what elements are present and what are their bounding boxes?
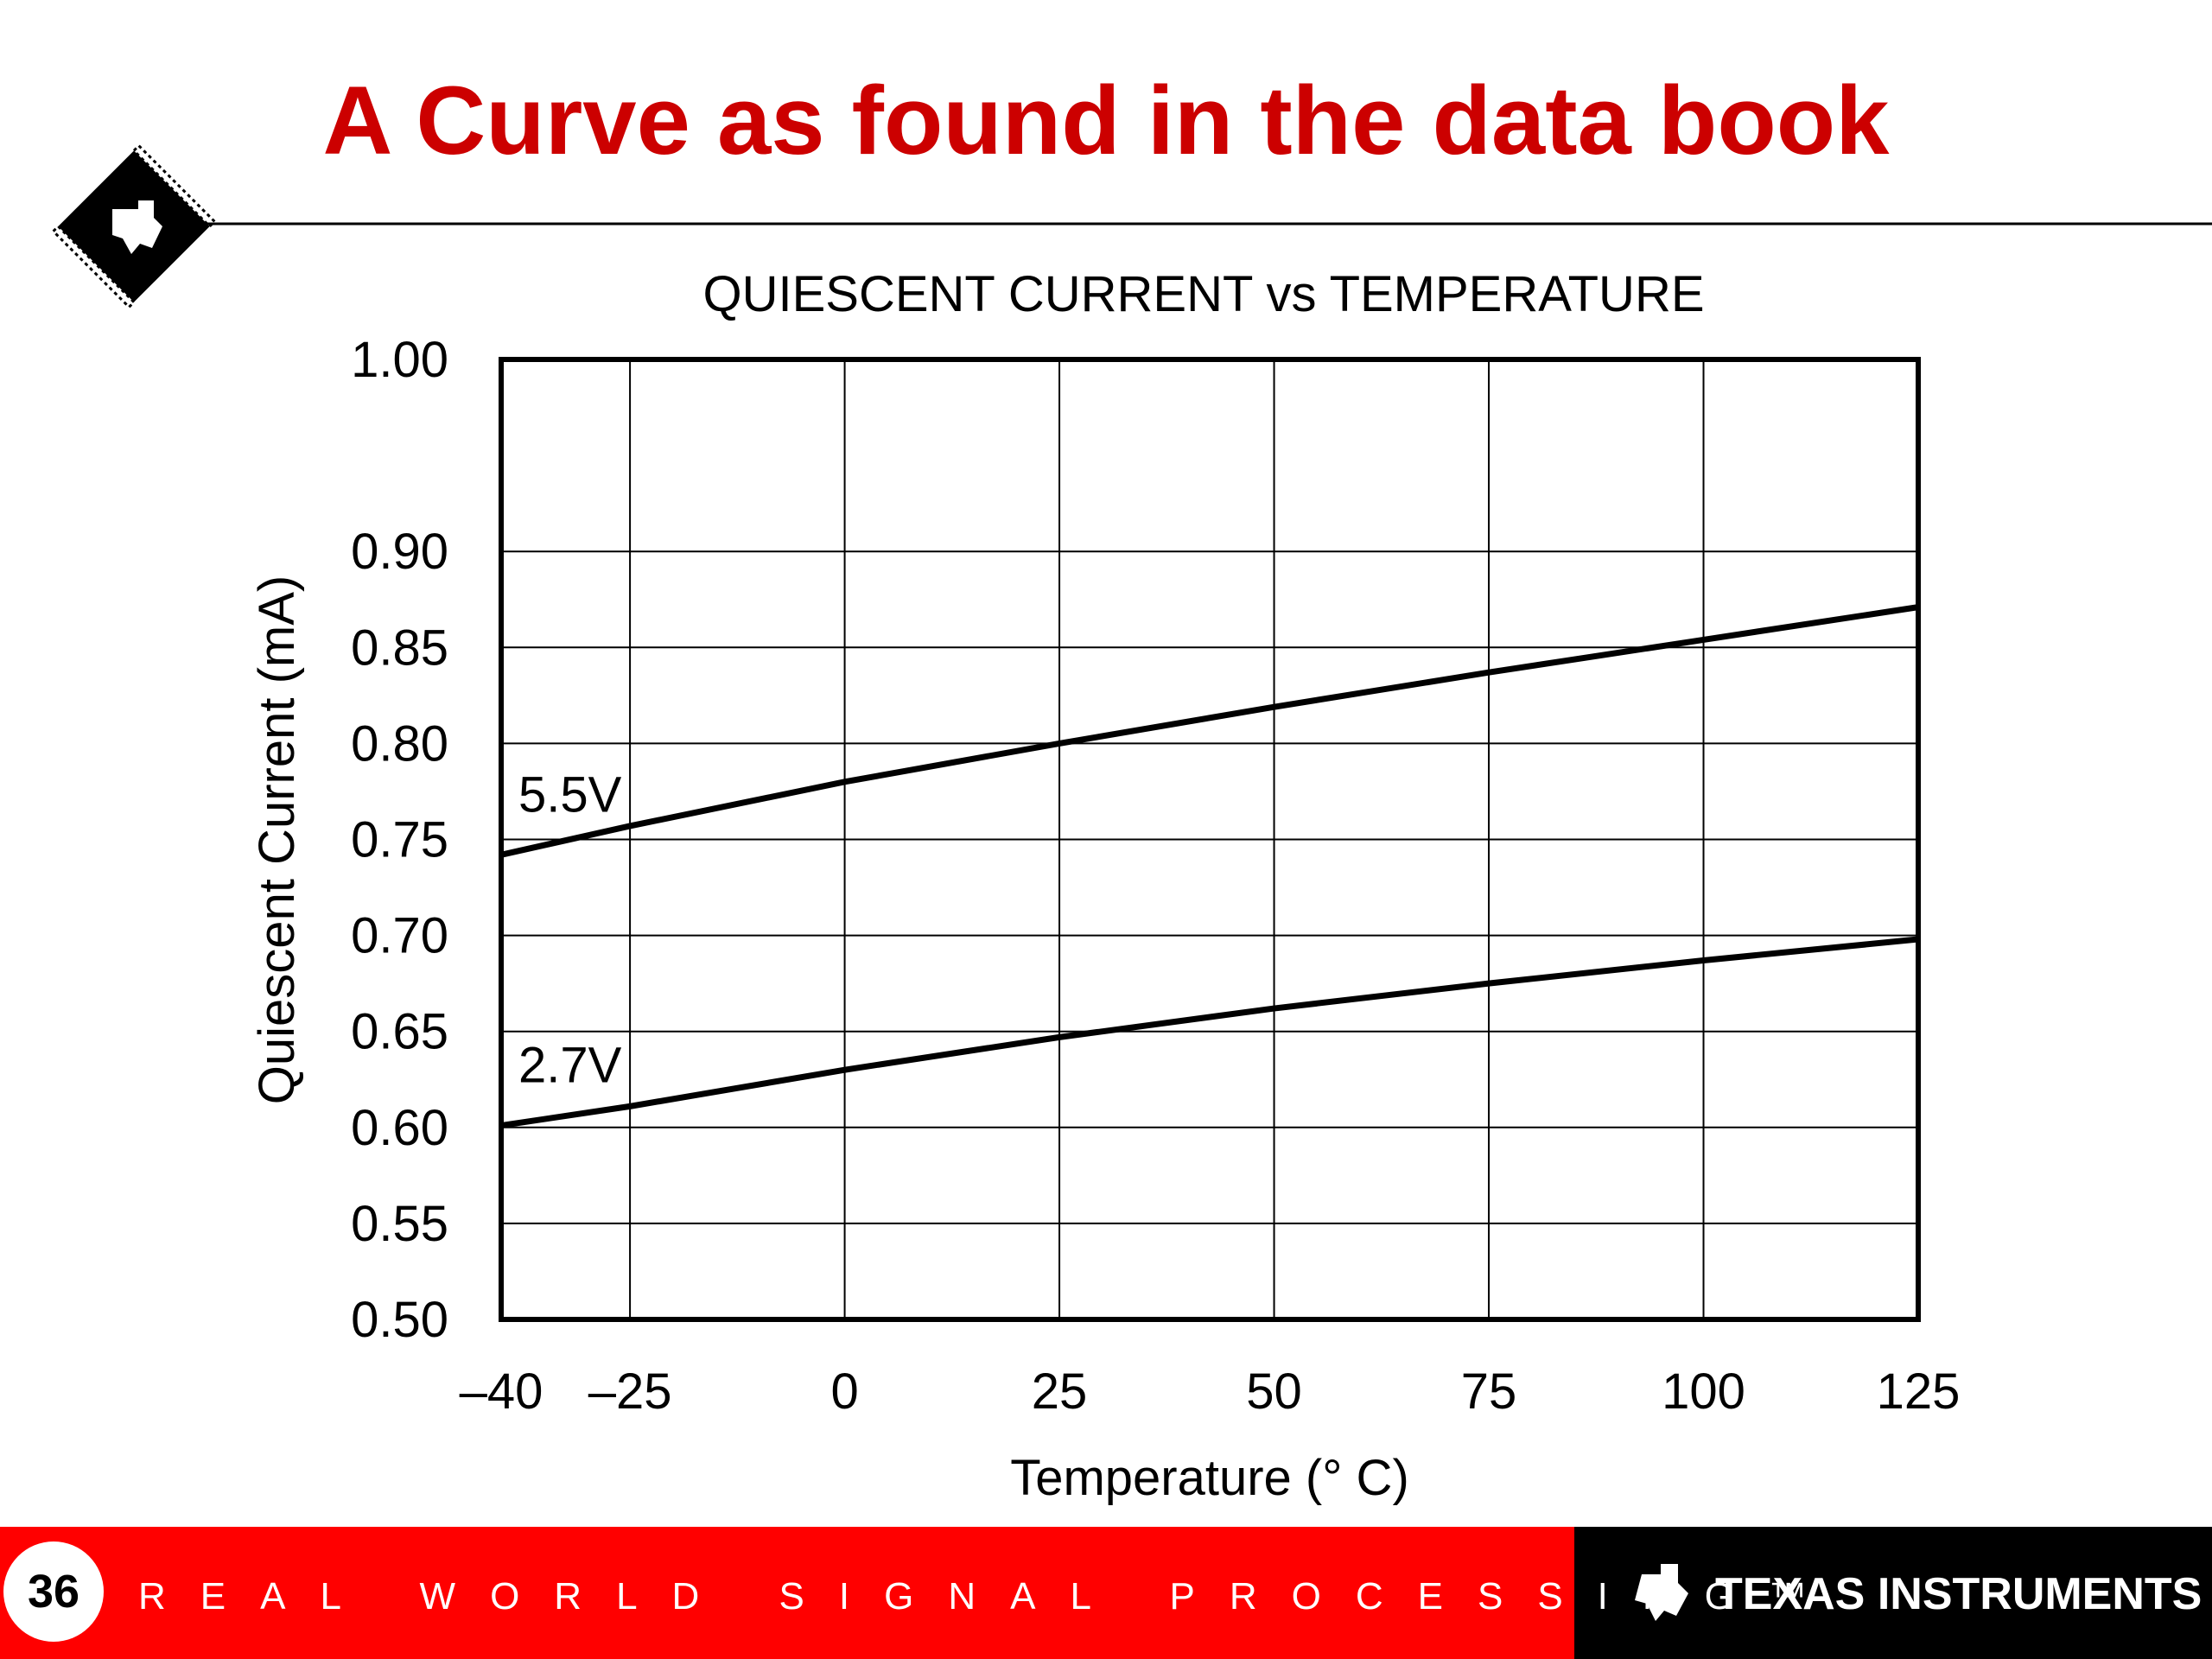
footer-tagline: REAL WORLD SIGNAL PROCESSING™ [138,1575,1841,1618]
page-number: 36 [28,1566,79,1618]
x-tick-label: 75 [1461,1363,1517,1420]
ti-chip-logo [51,143,217,309]
series-label: 2.7V [518,1038,622,1094]
x-tick-label: –40 [460,1363,543,1420]
footer-red [0,1527,1574,1659]
x-tick-label: 125 [1877,1363,1961,1420]
x-tick-label: 0 [830,1363,858,1420]
y-tick-label: 0.55 [351,1196,448,1252]
x-tick-label: –25 [588,1363,672,1420]
y-tick-label: 0.90 [351,524,448,580]
y-tick-label: 0.85 [351,620,448,676]
y-tick-label: 0.65 [351,1004,448,1060]
y-tick-label: 1.00 [351,332,448,388]
y-tick-label: 0.75 [351,812,448,868]
y-tick-label: 0.50 [351,1292,448,1348]
ti-logo [1635,1564,1688,1621]
footer-brand: TEXAS INSTRUMENTS [1715,1569,2202,1619]
slide-title: A Curve as found in the data book [323,67,1891,175]
page-badge [3,1541,104,1642]
series-label: 5.5V [518,766,622,823]
plot-frame [499,357,1921,1322]
x-axis-label: Temperature (° C) [1010,1450,1409,1506]
x-tick-label: 25 [1032,1363,1088,1420]
chart-title: QUIESCENT CURRENT vs TEMPERATURE [702,266,1704,322]
y-axis-label: Quiescent Current (mA) [249,575,305,1104]
data-line [500,936,1919,1129]
x-tick-label: 50 [1246,1363,1302,1420]
data-line [500,604,1919,858]
y-tick-label: 0.80 [351,715,448,772]
y-tick-label: 0.70 [351,908,448,964]
y-tick-label: 0.60 [351,1100,448,1156]
x-tick-label: 100 [1662,1363,1745,1420]
